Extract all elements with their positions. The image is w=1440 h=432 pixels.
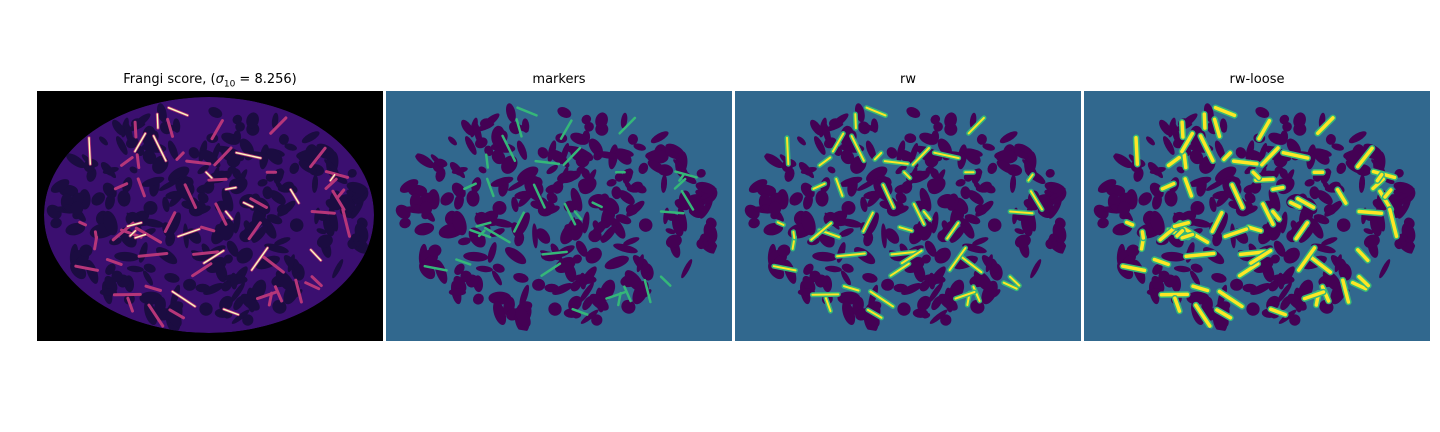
sigma-subscript: 10	[223, 79, 236, 90]
frangi-title-prefix: Frangi score, (	[123, 72, 216, 87]
rw-loose-panel	[1084, 91, 1430, 341]
markers-title: markers	[532, 72, 586, 87]
frangi-panel	[37, 91, 383, 341]
frangi-image	[37, 91, 383, 341]
markers-image	[386, 91, 732, 341]
frangi-title-suffix: = 8.256)	[235, 72, 297, 87]
rw-loose-image	[1084, 91, 1430, 341]
frangi-title: Frangi score, (σ10 = 8.256)	[37, 72, 383, 90]
sigma-symbol: σ	[215, 72, 224, 87]
rw-loose-title: rw-loose	[1229, 72, 1285, 87]
rw-image	[735, 91, 1081, 341]
rw-title: rw	[900, 72, 916, 87]
rw-panel	[735, 91, 1081, 341]
markers-panel	[386, 91, 732, 341]
